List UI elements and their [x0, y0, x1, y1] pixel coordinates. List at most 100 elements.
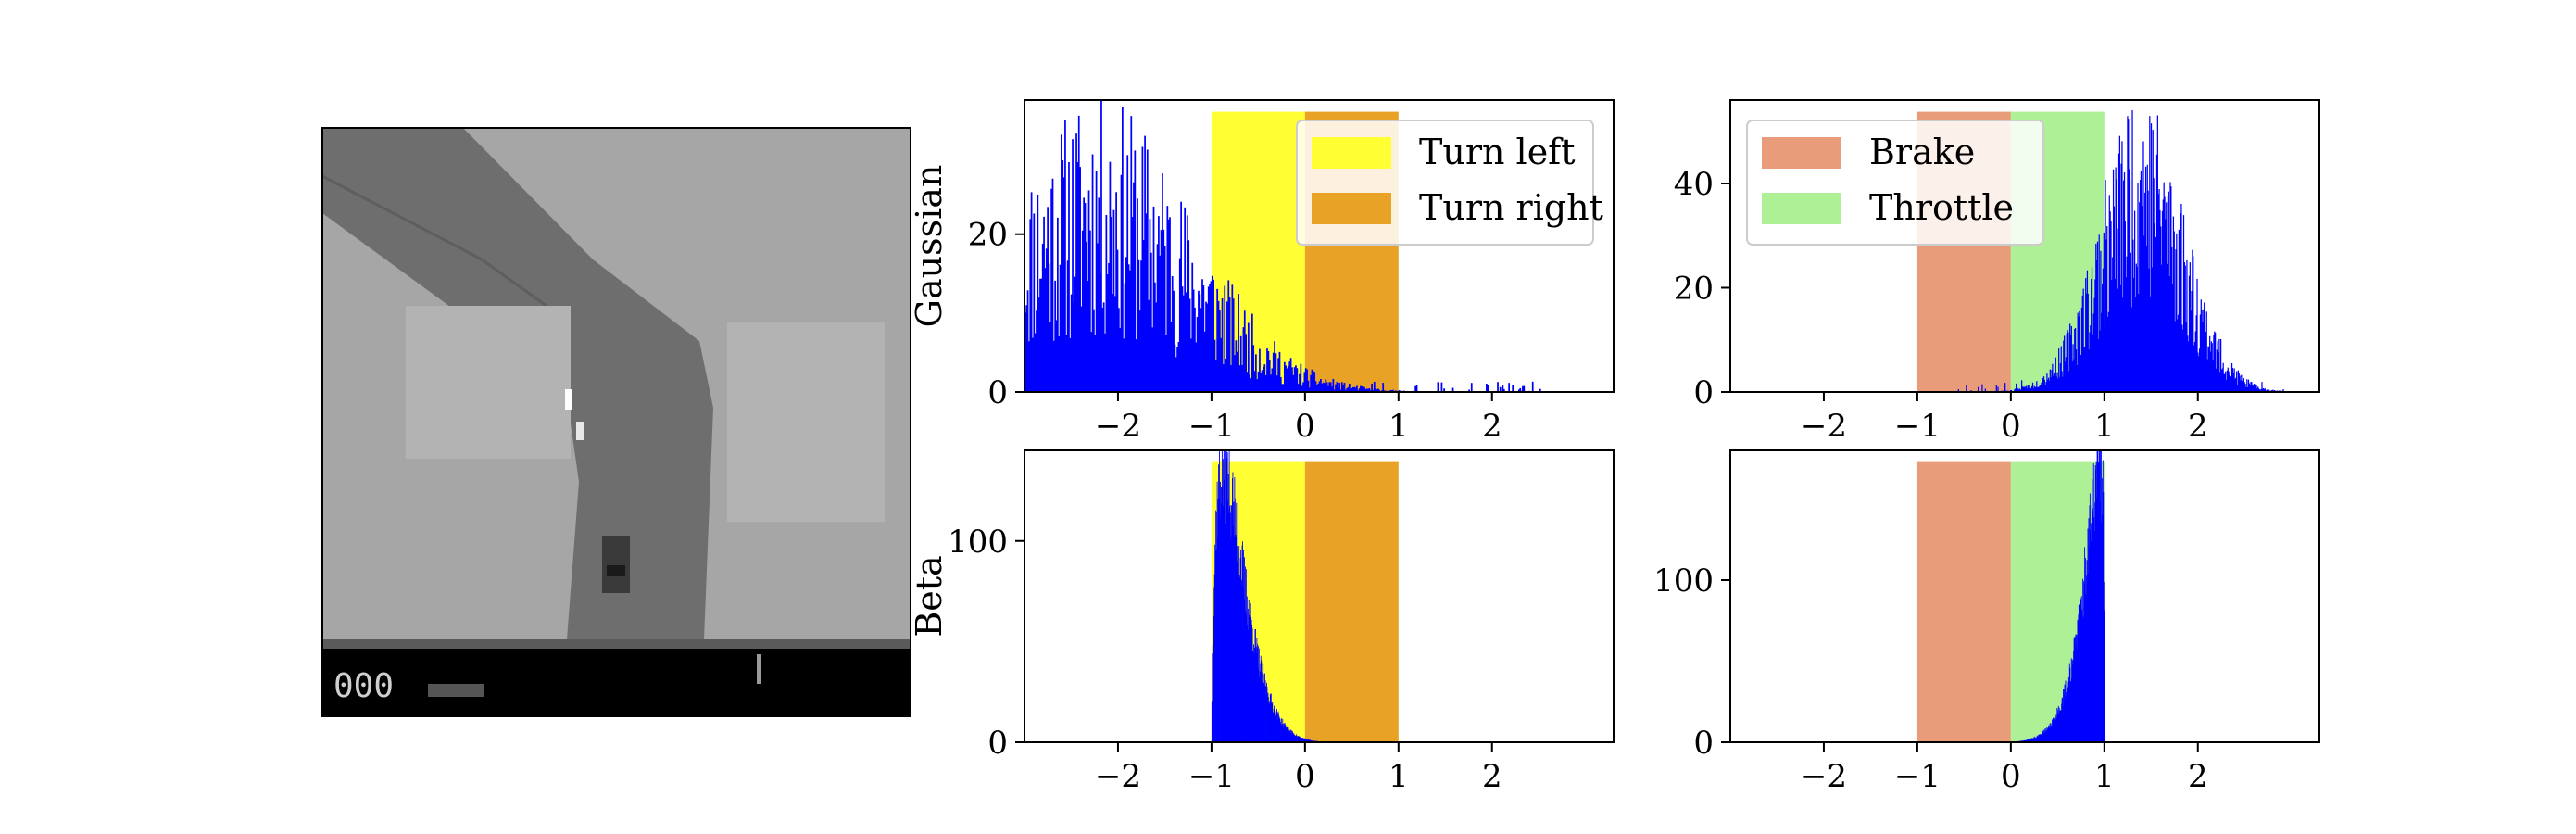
histogram-bar: [2034, 736, 2036, 742]
histogram-bar: [2068, 680, 2070, 742]
histogram-bar: [1270, 693, 1272, 742]
histogram-bar: [1288, 731, 1290, 742]
histogram-bar: [1238, 365, 1241, 392]
histogram-bar: [2263, 389, 2266, 392]
histogram-bar: [2254, 384, 2256, 392]
frame-border: [321, 127, 911, 717]
histogram-bar: [1145, 213, 1148, 392]
histogram-bar: [1255, 652, 1257, 742]
car-icon-detail: [607, 565, 625, 576]
car-icon: [602, 536, 630, 593]
histogram-bar: [1213, 339, 1216, 392]
histogram-bar: [1281, 725, 1283, 742]
histogram-bar: [1126, 155, 1129, 392]
histogram-bar: [2049, 369, 2051, 392]
histogram-bar: [2026, 385, 2028, 392]
histogram-bar: [1256, 379, 1259, 392]
histogram-bar: [1055, 320, 1058, 392]
histogram-bar: [2261, 382, 2263, 392]
histogram-bar: [2043, 379, 2045, 392]
histogram-bar: [1353, 386, 1356, 392]
histogram-bar: [1300, 737, 1301, 742]
histogram-bar: [1282, 718, 1284, 742]
histogram-bar: [1250, 620, 1252, 742]
histogram-bar: [1187, 240, 1190, 392]
histogram-bar: [1066, 260, 1069, 392]
histogram-bar: [1378, 389, 1381, 392]
histogram-bar: [1149, 219, 1151, 392]
histogram-bar: [2184, 265, 2186, 392]
histogram-bar: [1251, 628, 1253, 742]
histogram-bar: [1133, 182, 1135, 392]
histogram-bar: [2103, 582, 2105, 742]
histogram-bar: [2174, 321, 2176, 392]
histogram-bar: [2027, 739, 2029, 742]
histogram-bar: [1231, 284, 1234, 392]
histogram-bar: [1250, 313, 1253, 392]
histogram-bar: [2135, 263, 2137, 392]
x-tick-label: 2: [1482, 408, 1502, 445]
histogram-bar: [1414, 385, 1417, 392]
histogram-bar: [1382, 383, 1385, 392]
histogram-bar: [1252, 651, 1254, 742]
histogram-bar: [1238, 577, 1240, 742]
histogram-bar: [2251, 382, 2253, 392]
histogram-bar: [1146, 149, 1149, 393]
histogram-bar: [1275, 714, 1277, 742]
histogram-bar: [2247, 386, 2249, 392]
histogram-bar: [2250, 381, 2252, 392]
histogram-bar: [2244, 384, 2246, 392]
histogram-bar: [1390, 389, 1393, 392]
histogram-bar: [1188, 298, 1191, 392]
histogram-bar: [1263, 685, 1265, 742]
histogram-bar: [1320, 378, 1322, 392]
histogram-bar: [2055, 719, 2056, 742]
histogram-bar: [2188, 341, 2190, 392]
histogram-bar: [2045, 731, 2047, 742]
histogram-bar: [1247, 625, 1249, 742]
histogram-bar: [1284, 723, 1286, 742]
histogram-bar: [2037, 387, 2039, 392]
histogram-bar: [1264, 673, 1265, 742]
histogram-bar: [1130, 116, 1133, 392]
histogram-bar: [2240, 380, 2242, 392]
histogram-bar: [2101, 522, 2103, 742]
skid-mark: [565, 389, 572, 410]
x-tick-label: 1: [1389, 408, 1409, 445]
histogram-bar: [1121, 107, 1124, 392]
x-tick-label: −2: [1095, 408, 1141, 445]
histogram-bar: [1225, 359, 1227, 392]
histogram-bar: [2177, 319, 2179, 392]
histogram-bar: [2064, 695, 2065, 742]
histogram-bar: [2142, 141, 2144, 392]
histogram-bar: [2146, 164, 2148, 392]
histogram-bar: [2123, 180, 2125, 392]
histogram-bar: [2213, 335, 2215, 392]
histogram-bar: [1278, 713, 1279, 742]
histogram-bar: [1304, 738, 1306, 742]
legend-entry: Turn left: [1419, 132, 1576, 172]
axes-frame: [1729, 449, 2320, 743]
histogram-bar: [1211, 701, 1213, 742]
histogram-bar: [1250, 378, 1252, 392]
histogram-bar: [1283, 725, 1285, 742]
y-tick-label: 40: [1674, 166, 1714, 203]
histogram-bar: [1235, 340, 1238, 392]
histogram-bar: [1207, 286, 1210, 392]
histogram-bar: [1325, 379, 1327, 392]
histogram-bar: [2088, 518, 2090, 742]
x-tick-label: 2: [2188, 758, 2208, 795]
histogram-bar: [2015, 388, 2017, 392]
histogram-bar: [2072, 660, 2074, 742]
histogram-bar: [1280, 721, 1282, 742]
histogram-bar: [1084, 203, 1087, 392]
histogram-bar: [1229, 506, 1231, 742]
histogram-bar: [1212, 653, 1213, 742]
histogram-bar: [1037, 194, 1039, 392]
histogram-bar: [1508, 383, 1511, 392]
legend-swatch: [1312, 193, 1391, 224]
histogram-bar: [2057, 709, 2059, 742]
histogram-bar: [2033, 739, 2035, 742]
histogram-bar: [2055, 714, 2057, 742]
histogram-bar: [2084, 347, 2086, 392]
